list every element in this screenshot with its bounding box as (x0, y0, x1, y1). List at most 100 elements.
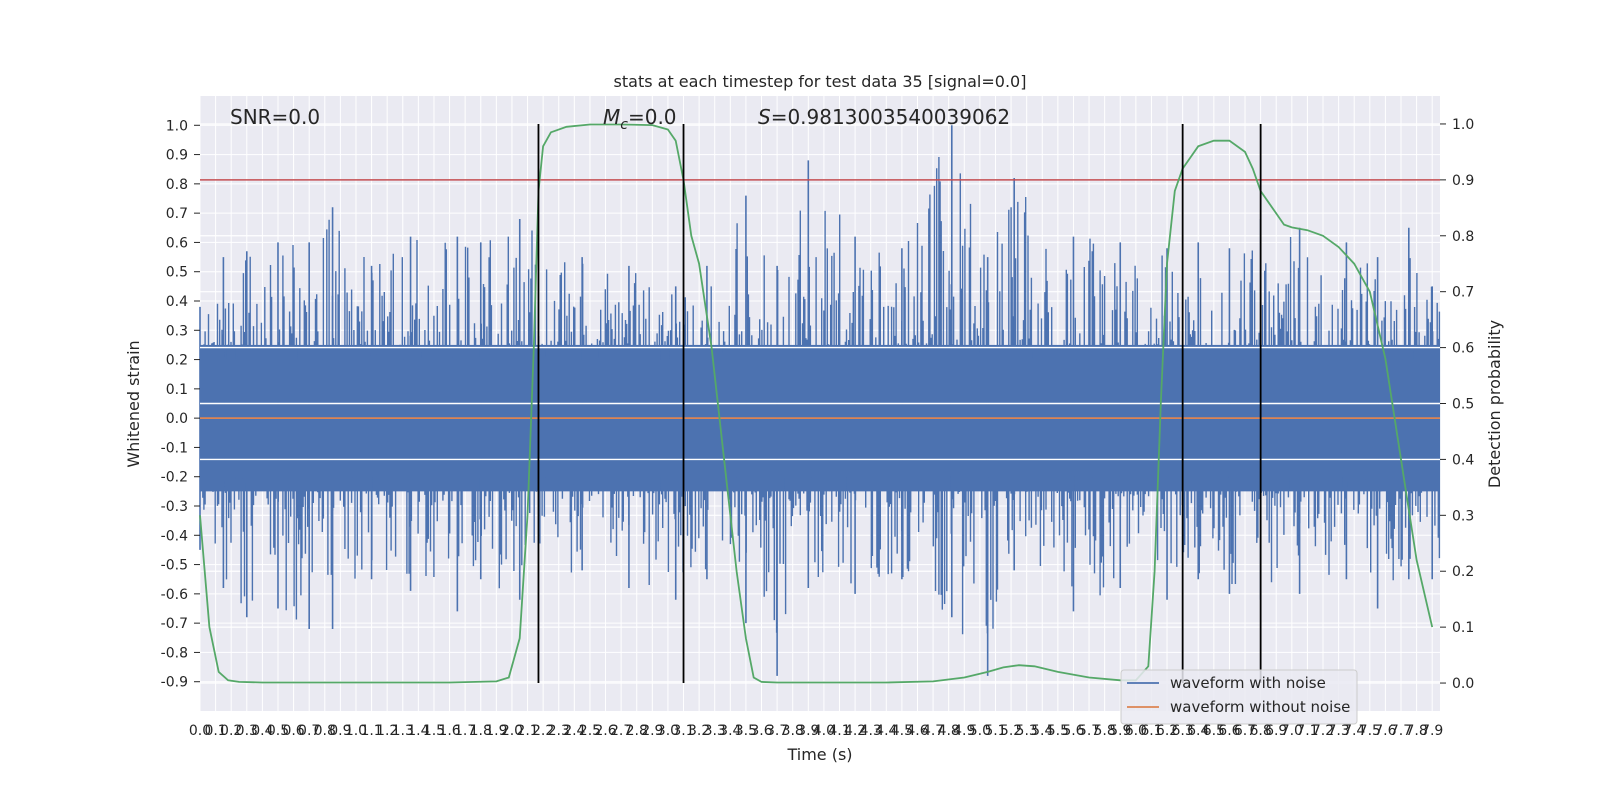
chirp-mass-annotation: Mc=0.0 (603, 105, 677, 133)
x-tick-label: 5.3 (1016, 723, 1038, 739)
x-tick-label: 2.6 (594, 723, 616, 739)
y2-tick-label: 0.3 (1452, 508, 1474, 524)
snr-annotation: SNR=0.0 (230, 105, 320, 129)
x-tick-label: 4.6 (906, 723, 928, 739)
x-tick-label: 5.1 (984, 723, 1006, 739)
x-tick-label: 5.7 (1078, 723, 1100, 739)
x-tick-label: 5.9 (1109, 723, 1131, 739)
x-tick-label: 2.9 (641, 723, 663, 739)
y2-tick-label: 0.2 (1452, 564, 1474, 580)
y-tick-label: -0.7 (161, 616, 188, 632)
x-tick-label: 0.3 (236, 723, 258, 739)
plot-lines (199, 123, 1440, 684)
ticks: 0.00.10.20.30.40.50.60.70.80.91.01.11.21… (161, 117, 1475, 739)
y-tick-label: -0.4 (161, 528, 188, 544)
x-tick-label: 1.6 (438, 723, 460, 739)
x-tick-label: 0.7 (298, 723, 320, 739)
score-symbol: S (758, 105, 771, 129)
y-tick-label: 0.7 (166, 206, 188, 222)
x-tick-label: 1.8 (470, 723, 492, 739)
x-tick-label: 2.3 (548, 723, 570, 739)
x-tick-label: 6.5 (1203, 723, 1225, 739)
x-tick-label: 6.4 (1187, 723, 1209, 739)
y2-tick-label: 1.0 (1452, 117, 1474, 133)
y-tick-label: 1.0 (166, 118, 188, 134)
y-tick-label: 0.4 (166, 294, 188, 310)
x-tick-label: 4.4 (875, 723, 897, 739)
x-tick-label: 3.6 (750, 723, 772, 739)
x-tick-label: 0.8 (314, 723, 336, 739)
x-tick-label: 0.4 (251, 723, 273, 739)
legend-label-noise: waveform with noise (1170, 674, 1326, 692)
detection-probability-line (199, 123, 1434, 684)
chirp-mass-value: =0.0 (628, 105, 677, 129)
legend-box (1120, 669, 1358, 725)
x-tick-label: 6.6 (1218, 723, 1240, 739)
x-tick-label: 6.2 (1156, 723, 1178, 739)
y-tick-label: 0.3 (166, 323, 188, 339)
score-annotation: S=0.9813003540039062 (758, 105, 1010, 129)
x-tick-label: 4.3 (860, 723, 882, 739)
x-tick-label: 1.0 (345, 723, 367, 739)
chirp-mass-symbol: M (603, 105, 620, 129)
y-axis-label: Whitened strain (124, 340, 143, 467)
x-tick-label: 7.5 (1359, 723, 1381, 739)
x-tick-label: 4.8 (938, 723, 960, 739)
y-tick-label: 0.5 (166, 265, 188, 281)
x-tick-label: 4.1 (828, 723, 850, 739)
y-tick-label: -0.6 (161, 587, 188, 603)
vertical-markers (537, 123, 1262, 684)
x-tick-label: 0.2 (220, 723, 242, 739)
y2-tick-label: 0.8 (1452, 229, 1474, 245)
x-tick-label: 5.6 (1062, 723, 1084, 739)
x-tick-label: 7.9 (1421, 723, 1443, 739)
x-tick-label: 7.3 (1327, 723, 1349, 739)
y2-tick-label: 0.5 (1452, 397, 1474, 413)
x-tick-label: 1.3 (392, 723, 414, 739)
x-tick-label: 4.0 (813, 723, 835, 739)
x-tick-label: 5.0 (969, 723, 991, 739)
x-tick-label: 3.9 (797, 723, 819, 739)
x-tick-label: 0.1 (204, 723, 226, 739)
x-tick-label: 7.6 (1374, 723, 1396, 739)
y-tick-label: -0.5 (161, 558, 188, 574)
x-tick-label: 2.0 (501, 723, 523, 739)
legend: waveform with noise waveform without noi… (1120, 669, 1358, 725)
x-tick-label: 5.4 (1031, 723, 1053, 739)
x-tick-label: 3.8 (782, 723, 804, 739)
y-tick-label: -0.9 (161, 675, 188, 691)
x-tick-label: 1.2 (376, 723, 398, 739)
x-tick-label: 3.2 (688, 723, 710, 739)
x-tick-label: 7.1 (1296, 723, 1318, 739)
x-tick-label: 3.1 (672, 723, 694, 739)
y-tick-label: -0.3 (161, 499, 188, 515)
y2-tick-label: 0.4 (1452, 452, 1474, 468)
y2-tick-label: 0.9 (1452, 173, 1474, 189)
x-tick-label: 0.5 (267, 723, 289, 739)
x-tick-label: 6.9 (1265, 723, 1287, 739)
y2-tick-label: 0.0 (1452, 676, 1474, 692)
x-tick-label: 1.1 (360, 723, 382, 739)
x-tick-label: 7.2 (1312, 723, 1334, 739)
x-tick-label: 0.9 (329, 723, 351, 739)
x-tick-label: 4.2 (844, 723, 866, 739)
y2-tick-label: 0.7 (1452, 285, 1474, 301)
chart-title: stats at each timestep for test data 35 … (614, 72, 1027, 91)
y2-tick-label: 0.1 (1452, 620, 1474, 636)
x-tick-label: 7.4 (1343, 723, 1365, 739)
x-tick-label: 1.9 (485, 723, 507, 739)
x-tick-label: 5.5 (1047, 723, 1069, 739)
x-tick-label: 6.1 (1140, 723, 1162, 739)
x-tick-label: 7.8 (1405, 723, 1427, 739)
x-tick-label: 4.9 (953, 723, 975, 739)
x-tick-label: 6.8 (1249, 723, 1271, 739)
y-tick-label: 0.9 (166, 148, 188, 164)
y-tick-label: -0.8 (161, 645, 188, 661)
score-value: =0.9813003540039062 (771, 105, 1010, 129)
x-tick-label: 2.8 (626, 723, 648, 739)
y-tick-label: 0.0 (166, 411, 188, 427)
x-axis-label: Time (s) (786, 745, 852, 764)
x-tick-label: 2.5 (579, 723, 601, 739)
y-tick-label: -0.1 (161, 440, 188, 456)
x-tick-label: 1.5 (423, 723, 445, 739)
